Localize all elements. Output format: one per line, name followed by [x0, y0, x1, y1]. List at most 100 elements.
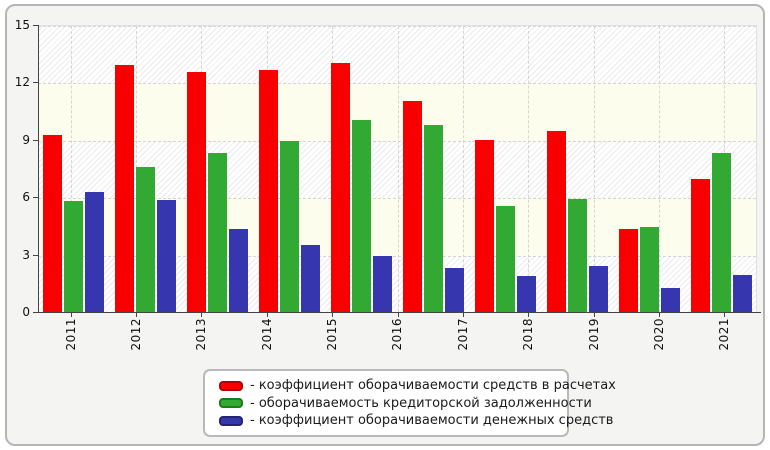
x-label-cell: 2017 [430, 318, 495, 351]
vertical-gridline [528, 26, 530, 312]
legend-item: - оборачиваемость кредиторской задолженн… [219, 396, 592, 411]
hatched-band [38, 26, 756, 84]
legend-label: - коэффициент оборачиваемости денежных с… [250, 413, 614, 428]
bar-series3-2018 [588, 266, 608, 312]
y-tick-mark [33, 254, 38, 256]
x-label-cell: 2019 [561, 318, 626, 351]
y-tick-label: 3 [22, 247, 30, 262]
bar-series1-2020 [690, 179, 710, 312]
x-tick-label: 2011 [63, 318, 78, 351]
y-tick-label: 9 [22, 132, 30, 147]
x-tick-mark [266, 313, 268, 317]
bar-series1-2019 [618, 228, 638, 312]
bar-series2-2018 [567, 199, 587, 312]
y-tick-label: 15 [14, 18, 30, 32]
bar-group-2012 [110, 25, 182, 312]
x-tick-label: 2020 [651, 318, 666, 351]
x-tick-label: 2013 [194, 318, 209, 351]
x-label-cell: 2016 [365, 318, 430, 351]
bar-series1-2015 [331, 63, 351, 312]
x-tick-mark [332, 313, 334, 317]
bar-series1-2016 [402, 100, 422, 312]
bar-series2-2014 [280, 140, 300, 312]
y-tick-mark [33, 312, 38, 313]
y-tick-label: 12 [14, 75, 30, 90]
y-tick-label: 0 [22, 305, 30, 319]
bar-group-2013 [182, 25, 254, 312]
x-axis-line [34, 312, 761, 313]
vertical-gridline [397, 26, 399, 312]
bar-series2-2016 [423, 124, 443, 312]
y-tick-label: 6 [22, 190, 30, 205]
vertical-gridline [593, 26, 595, 312]
bar-series1-2017 [474, 139, 494, 312]
bar-group-2019 [613, 25, 685, 312]
bar-group-2017 [469, 25, 541, 312]
bar-series1-2012 [115, 65, 135, 312]
legend-swatch-icon [219, 380, 243, 391]
legend-box: - коэффициент оборачиваемости средств в … [203, 369, 616, 437]
bar-groups-container [38, 25, 757, 312]
x-tick-mark [528, 313, 530, 317]
bar-series3-2019 [660, 288, 680, 312]
horizontal-gridline [38, 140, 756, 142]
horizontal-gridline [38, 198, 756, 200]
bar-series3-2014 [301, 245, 321, 312]
x-tick-mark [593, 313, 595, 317]
bar-series1-2013 [187, 71, 207, 312]
bar-series2-2020 [711, 153, 731, 312]
bar-series3-2013 [229, 228, 249, 312]
x-tick-mark [397, 313, 399, 317]
horizontal-gridline [38, 26, 756, 27]
bar-group-2018 [541, 25, 613, 312]
x-label-cell: 2013 [169, 318, 234, 351]
x-tick-mark [201, 313, 203, 317]
vertical-gridline [658, 26, 660, 312]
x-tick-label: 2015 [325, 318, 340, 351]
x-axis-labels: 2011 2012 2013 2014 2015 2016 2017 2018 2019 2020… [38, 318, 757, 351]
x-tick-label: 2017 [455, 318, 470, 351]
bar-series2-2013 [208, 153, 228, 312]
y-tick-mark [33, 139, 38, 141]
x-label-cell: 2018 [496, 318, 561, 351]
bar-group-2020 [685, 25, 757, 312]
ivory-band [38, 83, 756, 141]
x-tick-mark [136, 313, 138, 317]
x-tick-mark [658, 313, 660, 317]
hatched-band [38, 140, 756, 199]
legend-label: - оборачиваемость кредиторской задолженн… [250, 395, 592, 411]
x-label-cell: 2015 [299, 318, 364, 351]
x-label-cell: 2014 [234, 318, 299, 351]
y-tick-mark [33, 25, 38, 26]
x-tick-label: 2018 [521, 318, 536, 351]
y-tick-mark [33, 82, 38, 84]
x-tick-label: 2019 [586, 318, 601, 351]
legend-swatch-icon [219, 415, 243, 426]
legend-swatch-icon [219, 398, 243, 408]
x-label-cell: 2020 [626, 318, 691, 351]
bar-series1-2018 [546, 131, 566, 312]
bar-group-2011 [38, 25, 110, 312]
bar-series2-2019 [639, 226, 659, 312]
x-tick-mark [70, 313, 72, 317]
x-tick-label: 2014 [259, 318, 274, 351]
bar-series3-2012 [157, 200, 177, 312]
x-tick-label: 2021 [717, 318, 732, 351]
horizontal-gridline [38, 83, 756, 85]
vertical-gridline [462, 26, 464, 312]
x-tick-mark [462, 313, 464, 317]
x-tick-label: 2016 [390, 318, 405, 351]
bar-series3-2015 [373, 255, 393, 312]
x-label-cell: 2011 [38, 318, 103, 351]
x-label-cell: 2012 [103, 318, 168, 351]
bar-series2-2015 [352, 119, 372, 312]
bar-series3-2011 [85, 192, 105, 312]
bar-series1-2011 [43, 135, 63, 312]
bar-group-2016 [398, 25, 470, 312]
legend-label: - коэффициент оборачиваемости средств в … [250, 378, 616, 393]
bar-series2-2017 [495, 205, 515, 312]
bar-series3-2020 [732, 274, 752, 312]
y-tick-mark [33, 197, 38, 199]
horizontal-gridline [38, 255, 756, 257]
bar-series3-2016 [444, 268, 464, 312]
